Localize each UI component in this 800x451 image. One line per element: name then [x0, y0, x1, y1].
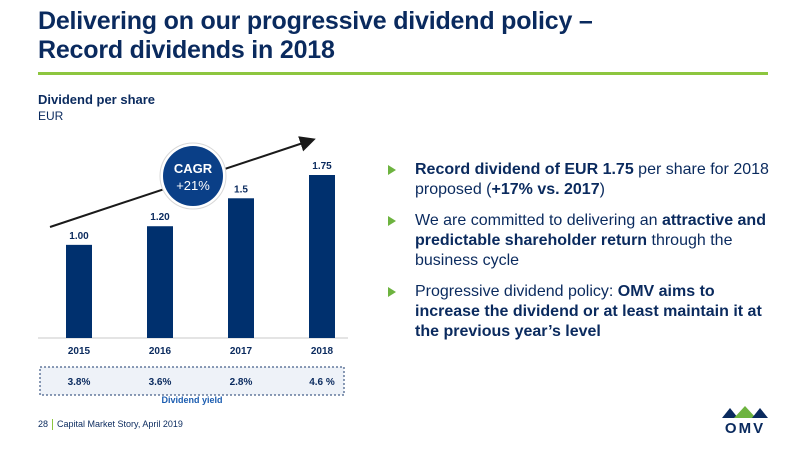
data-label-2018: 1.75 — [312, 161, 332, 172]
cagr-value: +21% — [176, 178, 210, 193]
slide-title-line-2: Record dividends in 2018 — [38, 36, 335, 64]
key-point-text: per share for 2018 proposed ( — [415, 161, 769, 198]
key-point-text: Progressive dividend policy: — [415, 283, 618, 300]
chart-title: Dividend per share — [38, 92, 156, 107]
x-tick-label-2018: 2018 — [311, 346, 334, 357]
key-point-text: through the business cycle — [415, 232, 733, 269]
key-point-text: OMV aims to increase the dividend or at … — [415, 283, 762, 340]
dividend-yield-label: Dividend yield — [161, 395, 222, 405]
x-tick-label-2016: 2016 — [149, 346, 172, 357]
key-point-text: +17% vs. 2017 — [491, 181, 600, 198]
key-point-text: attractive and predictable shareholder r… — [415, 212, 766, 249]
key-point-text: We are committed to delivering an — [415, 212, 662, 229]
omv-logo-mark — [722, 406, 768, 418]
data-label-2017: 1.5 — [234, 184, 248, 195]
bullet-arrow-icon — [388, 216, 396, 226]
page-number: 28 — [38, 419, 49, 429]
dividend-chart: 1.00 2015 1.20 2016 1.5 2017 1.75 2018 CAGR +21% 3… — [38, 136, 348, 405]
chart-unit-label: EUR — [38, 109, 64, 123]
cagr-label: CAGR — [174, 161, 213, 176]
dividend-yield-box — [39, 366, 345, 396]
bullet-arrow-icon — [388, 287, 396, 297]
key-point-2: We are committed to delivering an attrac… — [388, 211, 778, 271]
data-label-2016: 1.20 — [150, 212, 170, 223]
footer: 28 Capital Market Story, April 2019 — [38, 419, 183, 431]
bar-2017 — [228, 198, 254, 338]
x-tick-label-2017: 2017 — [230, 346, 253, 357]
omv-logo: OMV — [720, 404, 770, 440]
footer-text: Capital Market Story, April 2019 — [57, 419, 183, 429]
data-label-2015: 1.00 — [69, 231, 89, 242]
x-tick-label-2015: 2015 — [68, 346, 91, 357]
dividend-yield-2017: 2.8% — [230, 377, 253, 388]
bar-2016 — [147, 226, 173, 338]
key-points-list: Record dividend of EUR 1.75 per share fo… — [388, 160, 778, 353]
slide-title: Delivering on our progressive dividend p… — [38, 7, 593, 65]
title-divider — [38, 72, 768, 75]
dividend-yield-2015: 3.8% — [68, 377, 91, 388]
bar-2018 — [309, 175, 335, 338]
key-point-text: Record dividend of EUR 1.75 — [415, 161, 634, 178]
key-point-3: Progressive dividend policy: OMV aims to… — [388, 282, 778, 342]
cagr-badge — [163, 146, 223, 206]
dividend-yield-2016: 3.6% — [149, 377, 172, 388]
bar-2015 — [66, 244, 92, 338]
bullet-arrow-icon — [388, 165, 396, 175]
slide-title-line-1: Delivering on our progressive dividend p… — [38, 7, 593, 35]
omv-logo-word: OMV — [724, 420, 766, 437]
footer-separator — [52, 419, 54, 431]
key-point-1: Record dividend of EUR 1.75 per share fo… — [388, 160, 778, 200]
dividend-yield-2018: 4.6 % — [309, 377, 335, 388]
key-point-text: ) — [599, 181, 605, 198]
